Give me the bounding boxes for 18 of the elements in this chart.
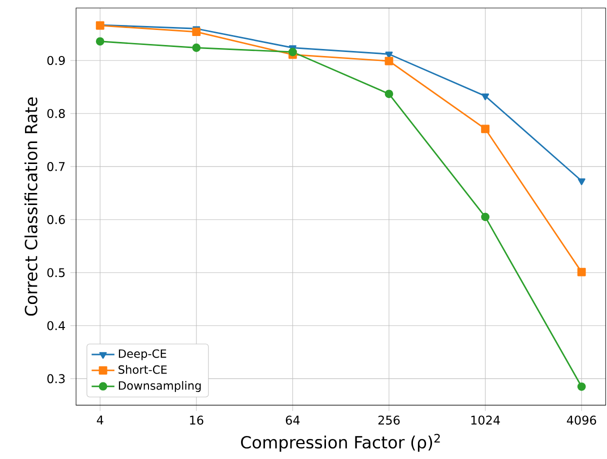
- legend-label: Deep-CE: [118, 349, 166, 360]
- x-tick-label: 16: [190, 416, 204, 425]
- y-tick-label: 0.7: [47, 162, 65, 171]
- y-tick-label: 0.9: [47, 56, 65, 65]
- y-tick-label: 0.8: [47, 108, 65, 118]
- x-tick-label: 256: [378, 416, 400, 425]
- y-tick-label: 0.3: [47, 374, 65, 384]
- y-tick-label: 0.6: [47, 214, 65, 224]
- legend-label: Short-CE: [118, 364, 167, 374]
- y-axis-title: Correct Classification Rate: [24, 97, 38, 316]
- y-tick-label: 0.4: [47, 321, 65, 330]
- legend-label: Downsampling: [118, 380, 201, 392]
- x-tick-label: 64: [286, 416, 300, 425]
- x-tick-label: 4096: [566, 416, 596, 425]
- y-tick-label: 0.5: [47, 268, 65, 278]
- x-axis-title: Compression Factor (ρ)$^{2}$: [241, 434, 440, 452]
- x-tick-label: 1024: [471, 416, 500, 425]
- x-tick-label: 4: [96, 416, 104, 424]
